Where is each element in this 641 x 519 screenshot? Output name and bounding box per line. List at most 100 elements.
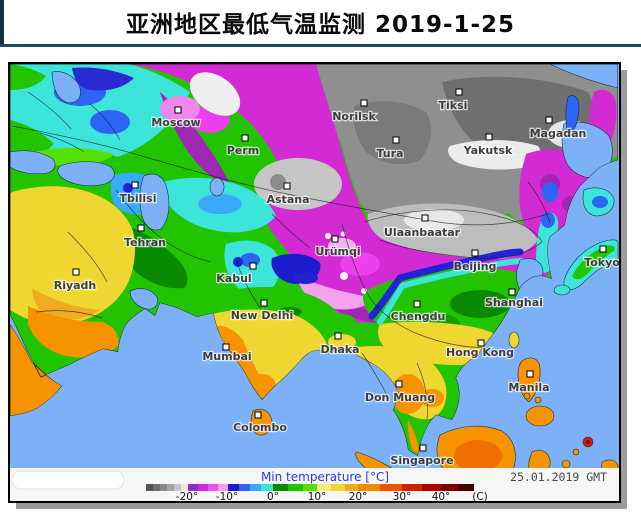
legend-segment xyxy=(317,484,331,491)
legend-tick-label: -10° xyxy=(216,491,238,501)
city-marker-manila xyxy=(526,370,534,378)
city-label-shanghai: Shanghai xyxy=(485,296,543,309)
city-label-tbilisi: Tbilisi xyxy=(119,192,156,205)
city-marker-chengdu xyxy=(413,300,421,308)
city-marker-ulaanbaatar xyxy=(421,214,429,222)
legend-left-blob xyxy=(11,470,125,490)
city-label-tokyo: Tokyo xyxy=(584,256,619,269)
legend-segment xyxy=(218,484,228,491)
city-marker-perm xyxy=(241,134,249,142)
legend-timestamp: 25.01.2019 GMT xyxy=(510,470,607,484)
legend-segment xyxy=(153,484,160,491)
city-label-tehran: Tehran xyxy=(124,236,166,249)
city-label-norilsk: Norilsk xyxy=(332,110,376,123)
legend-tick-label: 20° xyxy=(349,491,368,501)
city-marker-tura xyxy=(392,136,400,144)
city-marker-tehran xyxy=(137,224,145,232)
city-label-colombo: Colombo xyxy=(233,421,287,434)
city-marker-mumbai xyxy=(222,343,230,351)
city-marker-singapore xyxy=(419,444,427,452)
legend-tick-label: 0° xyxy=(267,491,279,501)
legend-segment xyxy=(273,484,288,491)
legend-segment xyxy=(380,484,402,491)
legend-color-bar xyxy=(146,484,474,491)
legend-segment xyxy=(208,484,218,491)
legend-segment xyxy=(402,484,422,491)
city-marker-yakutsk xyxy=(485,133,493,141)
legend-segment xyxy=(441,484,458,491)
legend-title: Min temperature [°C] xyxy=(261,470,389,484)
legend-tick-label: 30° xyxy=(393,491,412,501)
city-marker-magadan xyxy=(545,116,553,124)
legend-segment xyxy=(228,484,239,491)
city-label-perm: Perm xyxy=(227,144,259,157)
city-marker-tokyo xyxy=(599,245,607,253)
legend-tick-label: 10° xyxy=(308,491,327,501)
city-marker-colombo xyxy=(254,411,262,419)
city-marker-kabul xyxy=(249,262,257,270)
temperature-map: Min temperature [°C] 25.01.2019 GMT -20°… xyxy=(10,64,619,501)
city-label-tiksi: Tiksi xyxy=(439,99,468,112)
city-label-ur-mqi: Urümqi xyxy=(315,245,360,258)
legend-segment xyxy=(331,484,345,491)
city-marker-dhaka xyxy=(334,332,342,340)
legend-segment xyxy=(345,484,358,491)
city-marker-moscow xyxy=(174,106,182,114)
city-label-don-muang: Don Muang xyxy=(365,391,435,404)
city-label-dhaka: Dhaka xyxy=(320,343,359,356)
city-marker-hong-kong xyxy=(477,339,485,347)
legend-segment xyxy=(146,484,153,491)
temperature-field xyxy=(10,64,618,456)
legend-segment xyxy=(458,484,474,491)
legend-segment xyxy=(303,484,317,491)
city-label-mumbai: Mumbai xyxy=(202,350,251,363)
legend-segment xyxy=(188,484,198,491)
city-marker-new-delhi xyxy=(260,299,268,307)
legend-tick-labels: -20° -10° 0° 10° 20° 30° 40° (C) xyxy=(176,491,488,501)
city-label-magadan: Magadan xyxy=(530,127,587,140)
city-label-riyadh: Riyadh xyxy=(54,279,97,292)
title-bar: 亚洲地区最低气温监测 2019-1-25 xyxy=(0,0,641,44)
city-label-hong-kong: Hong Kong xyxy=(446,346,514,359)
city-label-yakutsk: Yakutsk xyxy=(463,144,513,157)
city-marker-tbilisi xyxy=(131,181,139,189)
legend-tick-label: (C) xyxy=(472,491,488,501)
legend-segment xyxy=(288,484,303,491)
country-borders xyxy=(11,91,551,420)
city-label-beijing: Beijing xyxy=(454,260,497,273)
legend: Min temperature [°C] 25.01.2019 GMT -20°… xyxy=(10,468,619,501)
city-label-singapore: Singapore xyxy=(390,454,453,467)
legend-segment xyxy=(181,484,188,491)
city-marker-don-muang xyxy=(395,380,403,388)
legend-segment xyxy=(174,484,181,491)
legend-segment xyxy=(160,484,167,491)
legend-segment xyxy=(250,484,261,491)
legend-tick-label: 40° xyxy=(432,491,451,501)
legend-segment xyxy=(422,484,441,491)
city-marker-shanghai xyxy=(508,288,516,296)
legend-segment xyxy=(239,484,250,491)
city-label-manila: Manila xyxy=(508,381,549,394)
city-label-chengdu: Chengdu xyxy=(391,310,446,323)
city-marker-riyadh xyxy=(72,268,80,276)
city-marker-ur-mqi xyxy=(331,235,339,243)
legend-segment xyxy=(198,484,208,491)
page-title: 亚洲地区最低气温监测 2019-1-25 xyxy=(125,12,516,38)
legend-segment xyxy=(261,484,273,491)
city-label-kabul: Kabul xyxy=(216,272,251,285)
city-marker-astana xyxy=(283,182,291,190)
city-marker-tiksi xyxy=(455,88,463,96)
city-label-tura: Tura xyxy=(377,147,404,160)
city-label-moscow: Moscow xyxy=(151,116,200,129)
city-label-astana: Astana xyxy=(267,193,310,206)
legend-segment xyxy=(167,484,174,491)
cities: Moscow Perm Astana Norilsk Tiksi Tura Yakutsk M… xyxy=(53,88,619,468)
city-label-new-delhi: New Delhi xyxy=(231,309,294,322)
legend-segment xyxy=(358,484,380,491)
title-left-accent xyxy=(0,0,4,44)
legend-tick-label: -20° xyxy=(176,491,198,501)
city-label-ulaanbaatar: Ulaanbaatar xyxy=(384,226,461,239)
map-frame: Min temperature [°C] 25.01.2019 GMT -20°… xyxy=(8,62,621,503)
city-marker-norilsk xyxy=(360,99,368,107)
